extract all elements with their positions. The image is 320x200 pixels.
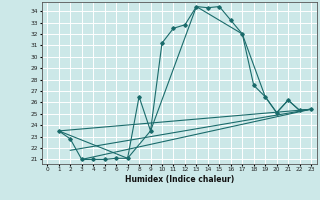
X-axis label: Humidex (Indice chaleur): Humidex (Indice chaleur) <box>124 175 234 184</box>
